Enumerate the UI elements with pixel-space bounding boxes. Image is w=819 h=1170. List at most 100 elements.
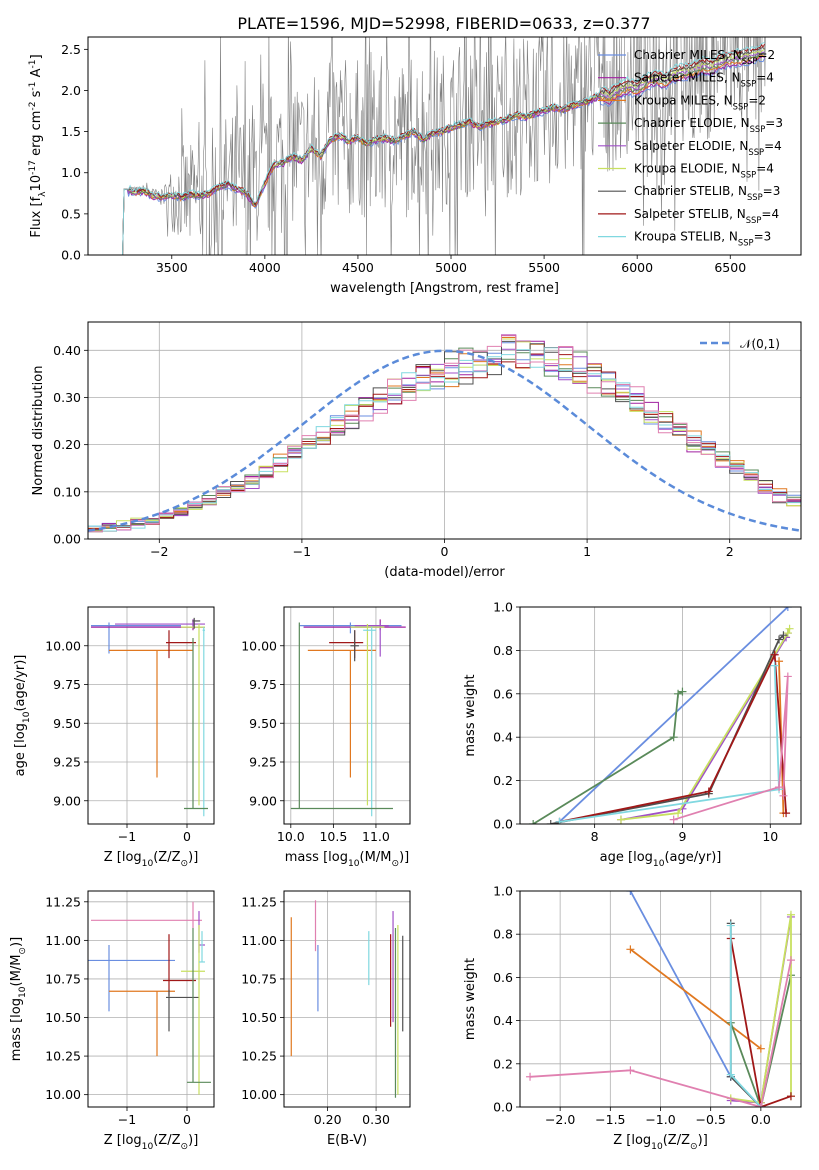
y-axis-label: Normed distribution [31,366,46,496]
x-axis-label: age [log10(age/yr)] [600,850,722,869]
mass-weight-line [629,948,762,1050]
y-tick-label: 2.0 [61,83,81,98]
mass-weight-marker [669,733,678,742]
x-tick-label: 11.0 [362,829,390,844]
mass-weight-marker [626,1066,635,1075]
y-tick-label: 9.75 [249,677,277,692]
mass-weight-marker [678,687,687,696]
normal-distribution-curve [88,349,801,532]
mass-weight-marker [529,820,538,824]
y-tick-label: 1.0 [493,600,513,615]
legend-label: Chabrier MILES, NSSP=2 [634,48,775,66]
mass-weight-marker [770,650,779,659]
y-tick-label: 10.00 [45,1087,81,1102]
y-tick-label: 2.5 [61,42,81,57]
x-axis-label: E(B-V) [327,1133,367,1148]
mass-weight-marker [704,787,713,796]
mass-weight-marker [775,657,784,666]
y-tick-label: 0.4 [493,730,513,745]
model-spectrum-line [119,42,765,255]
y-tick-label: 0.20 [53,437,81,452]
y-tick-label: 11.00 [241,933,277,948]
residual-histogram-step [88,335,801,533]
y-tick-label: 9.25 [53,755,81,770]
residual-histogram-step [88,347,801,532]
y-tick-label: 0.2 [493,773,513,788]
legend-label: Kroupa MILES, NSSP=2 [634,93,766,111]
mass-weight-marker [674,689,683,698]
y-tick-label: 0.2 [493,1056,513,1071]
y-axis-label: mass weight [463,674,478,756]
x-tick-label: 6000 [621,260,653,275]
mass-weight-marker [674,809,683,818]
x-tick-label: −2 [150,544,168,559]
axes-frame [87,890,215,1108]
mass-weight-line [529,959,792,1107]
figure-title: PLATE=1596, MJD=52998, FIBERID=0633, z=0… [237,14,650,33]
mass-weight-marker [669,815,678,824]
legend-label: Chabrier ELODIE, NSSP=3 [634,116,783,134]
x-tick-label: −1 [293,544,311,559]
weight-vs-age-panel: 8 9 10 0.0 0.2 0.4 0.6 0.8 1.0 age [log10(age/yr)… [463,600,802,869]
x-tick-label: −2.0 [545,1112,575,1127]
mass-weight-marker [555,817,564,824]
x-tick-label: 10.0 [277,829,305,844]
legend-label: Salpeter STELIB, NSSP=4 [634,207,779,225]
y-tick-label: 0.40 [53,343,81,358]
mass-weight-marker [546,820,555,824]
y-tick-label: 9.25 [249,755,277,770]
y-tick-label: 0.8 [493,927,513,942]
y-tick-label: 10.50 [241,1010,277,1025]
x-tick-label: 2 [726,544,734,559]
x-tick-label: 0 [441,544,449,559]
x-tick-label: 8 [591,829,599,844]
axes-frame [87,321,802,540]
y-tick-label: 0.5 [61,206,81,221]
x-tick-label: 4500 [342,260,374,275]
y-tick-label: 0.4 [493,1013,513,1028]
spectrum-panel: 3500 4000 4500 5000 5500 6000 6500 0.0 0.5 1.0 1.5… [28,36,802,296]
y-tick-label: 10.00 [45,638,81,653]
model-spectrum-line [119,47,765,255]
x-tick-label: −1.0 [645,1112,675,1127]
y-tick-label: 1.0 [61,165,81,180]
x-tick-label: −1.5 [595,1112,625,1127]
y-tick-label: 1.0 [493,884,513,899]
residual-histogram-step [88,340,801,531]
x-axis-label: Z [log10(Z/Z⊙)] [613,1133,708,1152]
mass-weight-line [559,665,780,823]
x-tick-label: 6500 [714,260,746,275]
y-tick-label: 11.25 [241,894,277,909]
mass-weight-line [629,891,732,1078]
mass-weight-line [550,634,785,824]
y-tick-label: 10.25 [241,1049,277,1064]
x-tick-label: 10.5 [319,829,347,844]
y-tick-label: 9.50 [249,716,277,731]
mass-weight-marker [786,956,795,965]
mass-weight-marker [775,783,784,792]
x-tick-label: 0.0 [751,1112,771,1127]
x-tick-label: 0.20 [314,1112,342,1127]
y-tick-label: 9.00 [53,793,81,808]
residuals-histogram-panel: −2 −1 0 1 2 0.00 0.10 0.20 0.30 0.40 (data-model)/… [31,321,802,580]
mass-weight-marker [786,910,795,919]
mass-weight-marker [783,629,792,638]
x-tick-label: 3500 [156,260,188,275]
y-tick-label: 11.25 [45,894,81,909]
legend-label: Kroupa ELODIE, NSSP=4 [634,162,774,180]
y-axis-label: Flux [fλ10-17 erg cm-2 s-1 A-1] [28,54,48,237]
mass-vs-metallicity-panel: −1 0 10.00 10.25 10.50 10.75 11.00 11.25 Z [log1… [9,890,215,1152]
legend-label: Chabrier STELIB, NSSP=3 [634,184,780,202]
mass-weight-line [558,607,789,823]
y-axis-label: age [log10(age/yr)] [13,655,32,777]
mass-weight-marker [783,672,792,681]
x-axis-label: wavelength [Angstrom, rest frame] [330,281,559,296]
model-spectrum-line [119,43,765,255]
mass-weight-marker [726,921,735,930]
x-tick-label: 0 [183,1112,191,1127]
mass-weight-marker [756,1044,765,1053]
axes-frame [87,606,215,825]
mass-weight-marker [779,791,788,800]
x-tick-label: 1 [583,544,591,559]
y-tick-label: 0.10 [53,484,81,499]
